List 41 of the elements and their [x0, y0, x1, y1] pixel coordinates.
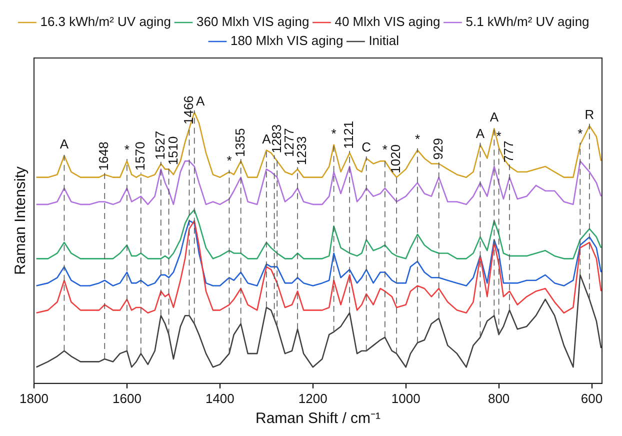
x-tick-label: 1800	[20, 390, 48, 406]
ref-line-label: 1233	[294, 136, 310, 166]
ref-line-label: *	[124, 142, 130, 158]
ref-line-label: 1648	[96, 142, 112, 171]
ref-line-label: C	[362, 139, 372, 154]
ref-line-label: 1121	[341, 120, 356, 149]
x-tick-label: 1600	[112, 390, 142, 406]
ref-line-label: *	[226, 152, 232, 168]
ref-line-label: A	[60, 136, 69, 152]
ref-line-label: 1020	[388, 144, 404, 174]
ref-line-label: 1277	[282, 128, 297, 158]
ref-line-label: *	[331, 126, 336, 141]
ref-line-label: 1466	[180, 96, 196, 125]
y-axis-title: Raman Intensity	[12, 166, 30, 275]
x-tick-label: 1200	[298, 390, 328, 406]
ref-line-label: *	[578, 126, 583, 141]
legend-label: 40 Mlxh VIS aging	[334, 14, 440, 30]
ref-line-label: 1355	[232, 128, 248, 158]
legend-label: 16.3 kWh/m² UV aging	[40, 14, 171, 30]
ref-line-label: *	[496, 128, 502, 144]
x-tick-label: 600	[580, 390, 603, 406]
x-axis-title: Raman Shift / cm⁻¹	[255, 410, 381, 428]
ref-line-label: A	[196, 93, 206, 108]
legend-label: 5.1 kWh/m² UV aging	[466, 14, 590, 30]
legend-label: 360 Mlxh VIS aging	[196, 14, 310, 30]
ref-line-label: A	[476, 126, 485, 141]
ref-line-label: R	[584, 106, 594, 122]
legend-label: Initial	[368, 33, 400, 48]
ref-line-label: A	[262, 131, 272, 146]
ref-line-label: 1570	[132, 142, 148, 171]
ref-line-label: *	[382, 142, 388, 158]
ref-line-label: 1527	[152, 130, 168, 160]
legend-label: 180 Mlxh VIS aging	[230, 33, 344, 48]
x-tick-label: 800	[488, 390, 510, 406]
ref-line-label: 929	[430, 138, 446, 160]
x-tick-label: 1400	[205, 390, 234, 406]
x-tick-label: 1000	[391, 390, 420, 406]
ref-line-label: 777	[501, 140, 516, 162]
ref-line-label: A	[490, 110, 499, 125]
ref-line-label: *	[414, 131, 420, 146]
ref-line-label: 1510	[165, 136, 180, 166]
